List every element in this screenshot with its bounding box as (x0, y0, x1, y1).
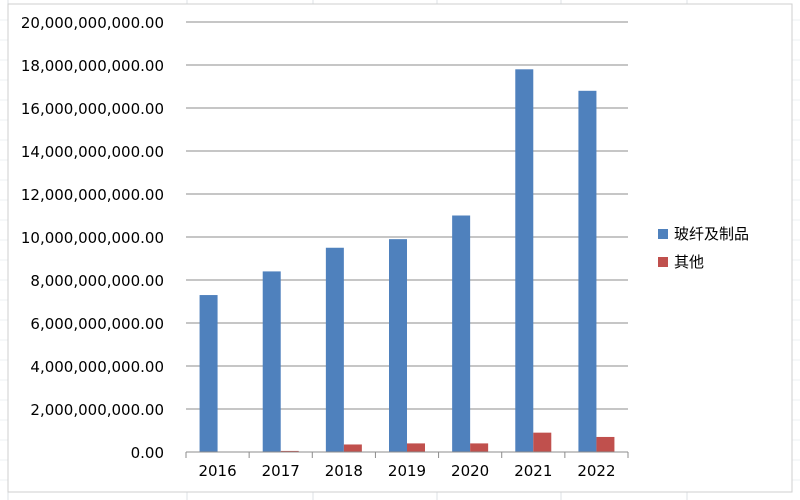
legend-swatch (658, 257, 668, 267)
bar-series-2 (533, 432, 552, 452)
legend-swatch (658, 229, 668, 239)
y-tick-label: 12,000,000,000.00 (21, 186, 164, 204)
bar-series-1 (199, 295, 218, 452)
bar-series-1 (325, 247, 344, 452)
bar-series-2 (407, 443, 425, 452)
y-tick-label: 20,000,000,000.00 (21, 14, 164, 32)
bar-series-2 (280, 450, 299, 452)
bar-series-1 (452, 215, 471, 452)
y-tick-label: 18,000,000,000.00 (21, 57, 164, 75)
y-tick-label: 10,000,000,000.00 (21, 229, 164, 247)
x-tick-label: 2019 (388, 462, 426, 480)
x-tick-label: 2017 (262, 462, 300, 480)
bar-series-1 (515, 69, 534, 453)
legend-label: 其他 (674, 253, 704, 271)
x-tick-label: 2020 (451, 462, 489, 480)
y-tick-label: 4,000,000,000.00 (30, 358, 164, 376)
y-tick-label: 0.00 (131, 444, 164, 462)
bar-series-2 (596, 436, 615, 452)
y-tick-label: 14,000,000,000.00 (21, 143, 164, 161)
x-axis: 2016 2017 2018 2019 2020 2021 2022 (185, 451, 629, 480)
bar-series-1 (262, 271, 281, 452)
y-tick-label: 2,000,000,000.00 (30, 401, 164, 419)
y-tick-label: 16,000,000,000.00 (21, 100, 164, 118)
bar-series-1 (578, 90, 597, 453)
bars (199, 69, 615, 453)
legend-label: 玻纤及制品 (674, 225, 749, 243)
y-axis-tick-labels: 0.00 2,000,000,000.00 4,000,000,000.00 6,00… (21, 14, 164, 462)
x-tick-label: 2018 (325, 462, 363, 480)
x-tick-label: 2016 (198, 462, 236, 480)
bar-series-2 (470, 443, 489, 452)
x-tick-label: 2021 (514, 462, 552, 480)
y-tick-label: 6,000,000,000.00 (30, 315, 164, 333)
y-tick-label: 8,000,000,000.00 (30, 272, 164, 290)
bar-series-2 (343, 444, 362, 452)
x-tick-label: 2022 (577, 462, 615, 480)
bar-series-1 (389, 239, 407, 452)
